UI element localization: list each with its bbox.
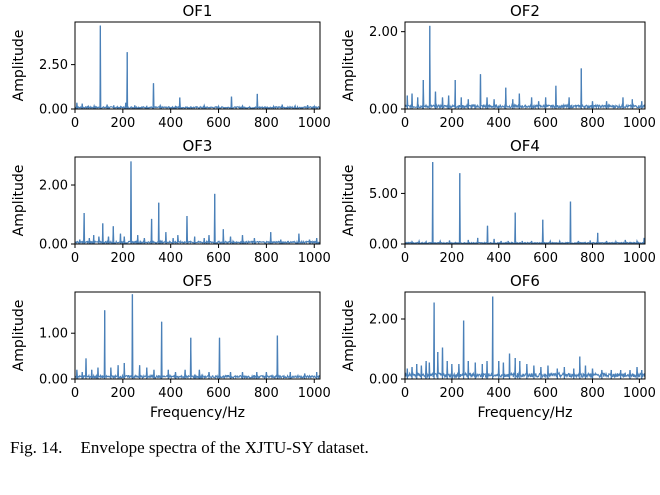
x-tick-label: 400: [486, 386, 511, 401]
x-tick-label: 1000: [623, 386, 656, 401]
x-tick-label: 1000: [623, 251, 656, 266]
x-tick-label: 600: [533, 251, 558, 266]
y-tick-label: 2.00: [369, 25, 398, 40]
subplot-of2: OF2 Amplitude 0 200 400 600 800 1000 0.00 2.00: [341, 2, 656, 131]
x-tick-label: 600: [206, 251, 231, 266]
y-tick-label: 5.00: [369, 187, 398, 202]
x-tick-label: 800: [254, 251, 279, 266]
spectrum-line-of1: [75, 25, 320, 109]
axes-frame: [74, 291, 321, 380]
x-tick-label: 1000: [298, 116, 331, 131]
x-tick-label: 0: [71, 116, 79, 131]
x-tick-label: 200: [110, 251, 135, 266]
x-tick-label: 0: [401, 251, 409, 266]
x-axis-label: Frequency/Hz: [478, 405, 573, 421]
spectrum-line-of3: [75, 161, 320, 244]
y-tick-label: 0.00: [39, 373, 68, 388]
y-axis-label: Amplitude: [11, 30, 27, 102]
spectrum-line-of2: [405, 25, 645, 109]
x-tick-label: 200: [439, 116, 464, 131]
y-tick-label: 2.00: [369, 313, 398, 328]
subplot-of6: OF6 Amplitude Frequency/Hz 0 200 400 600 800…: [341, 272, 656, 421]
y-axis-label: Amplitude: [341, 165, 357, 237]
x-tick-label: 200: [439, 386, 464, 401]
subplot-title: OF6: [510, 272, 540, 290]
x-tick-label: 0: [401, 386, 409, 401]
x-tick-label: 1000: [298, 251, 331, 266]
y-tick-label: 0.00: [369, 373, 398, 388]
x-tick-label: 600: [206, 386, 231, 401]
subplot-title: OF4: [510, 137, 540, 155]
y-axis-label: Amplitude: [11, 300, 27, 372]
x-tick-label: 0: [71, 386, 79, 401]
x-tick-label: 600: [533, 116, 558, 131]
subplot-of3: OF3 Amplitude 0 200 400 600 800 1000 0.00 2.00: [11, 137, 331, 266]
y-tick-label: 0.00: [369, 103, 398, 118]
axes-frame: [74, 21, 321, 110]
x-tick-label: 400: [158, 386, 183, 401]
x-tick-label: 1000: [623, 116, 656, 131]
x-tick-label: 400: [486, 251, 511, 266]
y-axis-label: Amplitude: [341, 30, 357, 102]
subplot-of5: OF5 Amplitude Frequency/Hz 0 200 400 600 800…: [11, 272, 331, 421]
x-tick-label: 200: [110, 116, 135, 131]
spectrum-line-of4: [405, 162, 645, 244]
subplot-of4: OF4 Amplitude 0 200 400 600 800 1000 0.00 5.00: [341, 137, 656, 266]
axes-frame: [404, 156, 646, 245]
figure-canvas: OF1 Amplitude 0 200 400 600 800 10000.002.50 …: [11, 2, 656, 421]
y-tick-label: 1.00: [39, 327, 68, 342]
spectrum-line-of6: [405, 296, 645, 379]
x-axis-label: Frequency/Hz: [150, 405, 245, 421]
axes-frame: [404, 21, 646, 110]
x-tick-label: 800: [580, 386, 605, 401]
axes-frame: [74, 156, 321, 245]
caption-text: Envelope spectra of the XJTU-SY dataset.: [80, 438, 369, 457]
x-tick-label: 600: [206, 116, 231, 131]
x-tick-label: 200: [439, 251, 464, 266]
y-axis-label: Amplitude: [341, 300, 357, 372]
x-tick-label: 400: [158, 116, 183, 131]
x-tick-label: 200: [110, 386, 135, 401]
y-tick-label: 2.00: [39, 179, 68, 194]
x-tick-label: 800: [580, 116, 605, 131]
subplot-title: OF3: [183, 137, 213, 155]
spectrum-line-of5: [75, 294, 320, 379]
y-axis-label: Amplitude: [11, 165, 27, 237]
y-tick-label: 0.00: [39, 103, 68, 118]
x-tick-label: 0: [401, 116, 409, 131]
x-tick-label: 800: [254, 116, 279, 131]
subplot-title: OF1: [183, 2, 213, 20]
x-tick-label: 0: [71, 251, 79, 266]
subplot-of1: OF1 Amplitude 0 200 400 600 800 1000 0.00 2.50: [11, 2, 331, 131]
x-tick-label: 400: [158, 251, 183, 266]
y-tick-label: 2.50: [39, 58, 68, 73]
x-tick-label: 800: [580, 251, 605, 266]
caption-label: Fig. 14.: [10, 438, 63, 457]
y-tick-label: 0.00: [369, 238, 398, 253]
subplot-title: OF2: [510, 2, 540, 20]
figure-caption: Fig. 14. Envelope spectra of the XJTU-SY …: [10, 438, 650, 458]
x-tick-label: 800: [254, 386, 279, 401]
x-tick-label: 400: [486, 116, 511, 131]
y-tick-label: 0.00: [39, 238, 68, 253]
axes-frame: [404, 291, 646, 380]
x-tick-label: 1000: [298, 386, 331, 401]
x-tick-label: 600: [533, 386, 558, 401]
subplot-title: OF5: [183, 272, 213, 290]
